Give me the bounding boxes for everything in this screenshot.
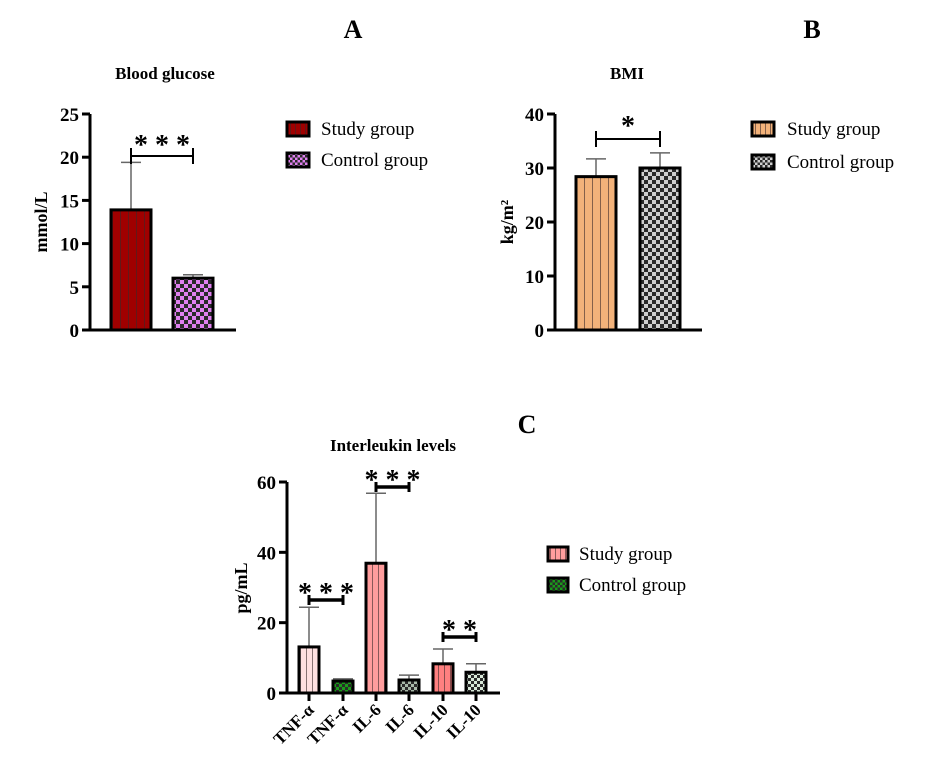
chart-title: Blood glucose — [115, 64, 215, 83]
significance-label: * * — [442, 615, 477, 646]
bar — [364, 561, 388, 695]
y-tick-label: 30 — [525, 159, 544, 180]
legend-swatch-control — [750, 153, 776, 171]
significance-label: * * * — [134, 130, 190, 161]
bar — [431, 662, 455, 695]
y-axis-label: pg/mL — [231, 562, 251, 613]
y-tick-label: 5 — [70, 278, 80, 299]
significance-label: * * * — [298, 578, 354, 609]
y-tick-label: 0 — [70, 321, 80, 342]
x-tick-label: IL-10 — [443, 700, 485, 742]
y-tick-label: 20 — [525, 213, 544, 234]
y-tick-label: 10 — [60, 235, 79, 256]
y-tick-label: 20 — [60, 148, 79, 169]
y-tick-label: 15 — [60, 191, 79, 212]
bar — [397, 678, 421, 695]
y-axis-label: mmol/L — [31, 192, 51, 253]
bar — [464, 670, 488, 695]
legend-label-control: Control group — [579, 575, 686, 596]
legend-label-control: Control group — [321, 150, 428, 171]
chart-title: Interleukin levels — [330, 436, 456, 455]
panel-letter-c: C — [518, 410, 537, 439]
legend-label-study: Study group — [579, 544, 672, 565]
y-tick-label: 40 — [525, 105, 544, 126]
legend: Study group Control group — [546, 544, 686, 596]
legend-label-control: Control group — [787, 152, 894, 173]
bar — [171, 276, 215, 332]
x-tick-label: IL-10 — [410, 700, 452, 742]
chart-bmi: BMI kg/m² 0 10 20 30 40 * Study group Control… — [497, 64, 894, 342]
legend-swatch-study — [546, 545, 570, 563]
y-tick-label: 0 — [267, 684, 277, 705]
legend-swatch-study — [285, 120, 311, 138]
legend-label-study: Study group — [321, 119, 414, 140]
chart-title: BMI — [610, 64, 644, 83]
bar — [297, 645, 321, 695]
y-tick-label: 60 — [257, 473, 276, 494]
bar — [109, 208, 153, 332]
bar — [574, 175, 618, 332]
legend: Study group Control group — [750, 119, 894, 173]
y-tick-label: 25 — [60, 105, 79, 126]
legend-swatch-study — [750, 120, 776, 138]
chart-interleukin-levels: Interleukin levels pg/mL 0204060TNF-αTNF… — [231, 436, 686, 749]
y-axis-label: kg/m² — [497, 200, 517, 244]
legend-swatch-control — [546, 576, 570, 594]
bar — [638, 166, 682, 332]
panel-letter-a: A — [344, 15, 363, 44]
x-tick-label: IL-6 — [349, 700, 385, 736]
chart-blood-glucose: Blood glucose mmol/L 0 5 10 15 20 25 * * * Stu… — [31, 64, 428, 342]
y-tick-label: 20 — [257, 614, 276, 635]
legend-swatch-control — [285, 151, 311, 169]
bar — [331, 679, 355, 695]
legend: Study group Control group — [285, 119, 428, 171]
panel-letter-b: B — [803, 15, 820, 44]
y-tick-label: 40 — [257, 543, 276, 564]
legend-label-study: Study group — [787, 119, 880, 140]
y-tick-label: 10 — [525, 267, 544, 288]
y-tick-label: 0 — [535, 321, 545, 342]
significance-label: * — [621, 111, 635, 142]
significance-label: * * * — [365, 465, 421, 496]
